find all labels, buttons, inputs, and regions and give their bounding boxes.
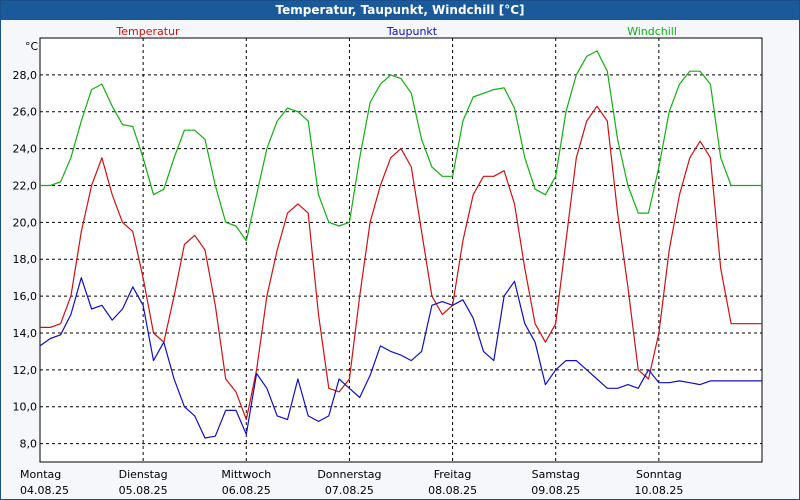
plot-area xyxy=(39,37,763,463)
chart-title: Temperatur, Taupunkt, Windchill [°C] xyxy=(1,1,799,20)
x-tick-date: 04.08.25 xyxy=(20,484,69,497)
x-tick-day: Donnerstag xyxy=(317,468,381,481)
x-tick-date: 10.08.25 xyxy=(634,484,683,497)
legend-item-temperatur: Temperatur xyxy=(115,25,180,38)
x-tick-day: Sonntag xyxy=(636,468,682,481)
y-axis-label: °C xyxy=(25,40,39,53)
y-tick-label: 14,0 xyxy=(13,327,38,340)
x-tick-day: Samstag xyxy=(532,468,580,481)
y-tick-label: 18,0 xyxy=(13,253,38,266)
series-line-taupunkt xyxy=(39,277,762,439)
y-tick-label: 8,0 xyxy=(20,438,38,451)
x-tick-day: Mittwoch xyxy=(221,468,271,481)
y-tick-label: 26,0 xyxy=(13,106,38,119)
x-tick-day: Dienstag xyxy=(119,468,168,481)
y-tick-label: 16,0 xyxy=(13,290,38,303)
x-tick-date: 06.08.25 xyxy=(222,484,271,497)
y-axis-ticks: 8,0 10,0 12,0 14,0 16,0 18,0 20,0 22,0 24,0 26,0 2… xyxy=(13,69,38,451)
x-tick-day: Freitag xyxy=(434,468,472,481)
y-tick-label: 24,0 xyxy=(13,143,38,156)
series-group xyxy=(39,50,762,439)
legend-item-windchill: Windchill xyxy=(627,25,677,38)
x-tick-date: 09.08.25 xyxy=(531,484,580,497)
series-line-temperatur xyxy=(40,105,762,421)
y-tick-label: 10,0 xyxy=(13,401,38,414)
x-tick-day: Montag xyxy=(20,468,61,481)
x-tick-date: 05.08.25 xyxy=(119,484,168,497)
x-tick-date: 08.08.25 xyxy=(428,484,477,497)
series-line-windchill xyxy=(40,50,762,242)
y-tick-label: 20,0 xyxy=(13,216,38,229)
grid-lines xyxy=(40,38,762,462)
legend: Temperatur Taupunkt Windchill xyxy=(115,25,677,38)
y-tick-label: 12,0 xyxy=(13,364,38,377)
legend-item-taupunkt: Taupunkt xyxy=(386,25,438,38)
y-tick-label: 28,0 xyxy=(13,69,38,82)
x-axis-ticks: Montag 04.08.25 Dienstag 05.08.25 Mittwoch 06… xyxy=(20,468,683,497)
x-tick-date: 07.08.25 xyxy=(325,484,374,497)
y-tick-label: 22,0 xyxy=(13,179,38,192)
